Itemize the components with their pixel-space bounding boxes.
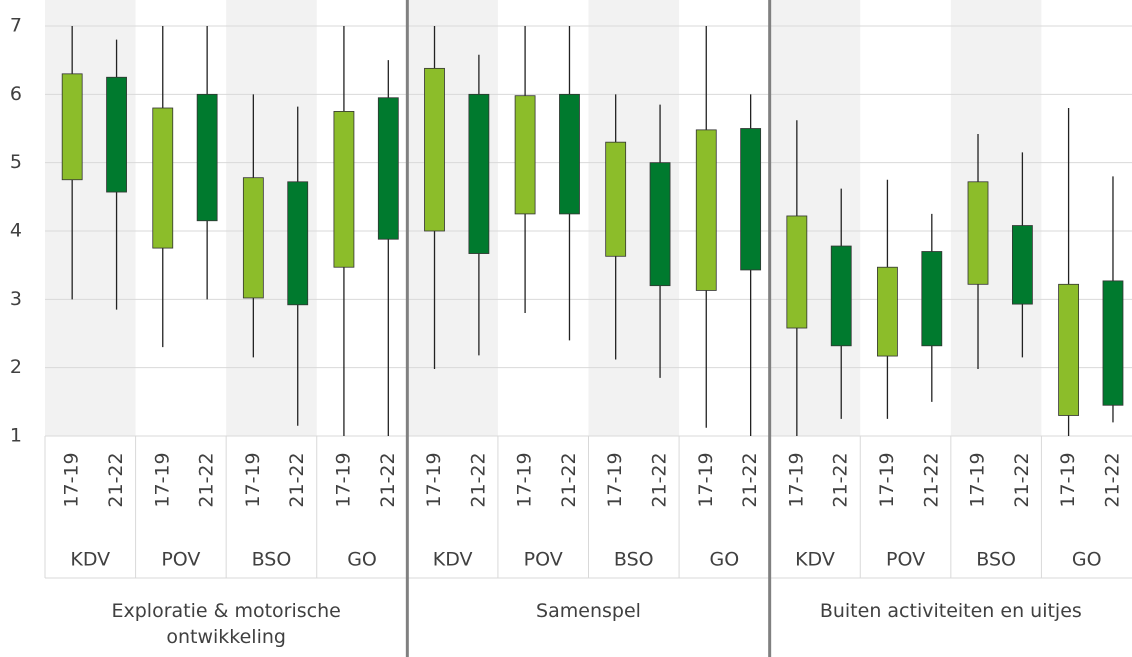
box (559, 93, 580, 215)
y-tick-label: 4 (10, 220, 22, 242)
category-label: KDV (70, 549, 110, 571)
box (514, 95, 536, 215)
box (468, 93, 490, 254)
period-label: 17-19 (423, 452, 445, 507)
category-label: KDV (795, 549, 835, 571)
category-label: POV (161, 549, 200, 571)
y-tick-label: 6 (10, 83, 22, 105)
period-label: 17-19 (967, 452, 989, 507)
period-label: 17-19 (785, 452, 807, 507)
band-shade (45, 0, 136, 436)
category-label: GO (347, 549, 377, 571)
box (152, 107, 174, 249)
category-label: GO (710, 549, 740, 571)
category-label: POV (524, 549, 563, 571)
band-shade (950, 0, 1042, 436)
category-label: POV (886, 549, 925, 571)
group-label: Samenspel (536, 600, 641, 622)
period-label: 17-19 (61, 452, 83, 507)
box (1011, 225, 1033, 305)
period-label: 17-19 (876, 452, 898, 507)
band-shade (769, 0, 861, 436)
box (967, 181, 989, 285)
y-tick-label: 3 (10, 288, 22, 310)
period-label: 21-22 (649, 452, 671, 507)
category-label: BSO (614, 549, 654, 571)
box (786, 215, 808, 329)
period-label: 17-19 (242, 452, 264, 507)
period-label: 17-19 (514, 452, 536, 507)
period-label: 21-22 (196, 452, 218, 507)
group-label: Buiten activiteiten en uitjes (819, 600, 1082, 622)
y-tick-label: 1 (10, 425, 22, 447)
y-tick-label: 5 (10, 151, 22, 173)
box (740, 128, 762, 271)
period-label: 21-22 (467, 452, 489, 507)
period-label: 17-19 (1057, 452, 1079, 507)
period-label: 17-19 (151, 452, 173, 507)
period-label: 21-22 (920, 452, 942, 507)
period-label: 21-22 (377, 452, 399, 507)
category-label: KDV (433, 549, 473, 571)
category-label: BSO (252, 549, 292, 571)
period-label: 21-22 (286, 452, 308, 507)
box (61, 73, 83, 181)
box (287, 181, 309, 306)
period-label: 17-19 (695, 452, 717, 507)
period-label: 21-22 (1101, 452, 1123, 507)
period-label: 21-22 (830, 452, 852, 507)
period-label: 21-22 (105, 452, 127, 507)
period-label: 21-22 (1011, 452, 1033, 507)
box (921, 251, 943, 347)
category-label: GO (1072, 549, 1102, 571)
box (242, 177, 264, 299)
y-tick-label: 7 (10, 15, 22, 37)
box (877, 266, 898, 357)
box (1102, 280, 1124, 406)
period-label: 21-22 (739, 452, 761, 507)
category-label: BSO (976, 549, 1016, 571)
group-label: Exploratie & motorische ontwikkeling (111, 600, 341, 648)
box (830, 245, 852, 347)
box (649, 162, 671, 287)
box (695, 129, 717, 291)
period-label: 17-19 (332, 452, 354, 507)
box (106, 76, 127, 193)
box (333, 111, 355, 268)
box (1058, 283, 1079, 416)
box (605, 141, 627, 257)
box (377, 97, 399, 240)
y-tick-label: 2 (10, 356, 22, 378)
period-label: 17-19 (604, 452, 626, 507)
box (424, 67, 445, 232)
period-label: 21-22 (558, 452, 580, 507)
box (196, 93, 218, 222)
